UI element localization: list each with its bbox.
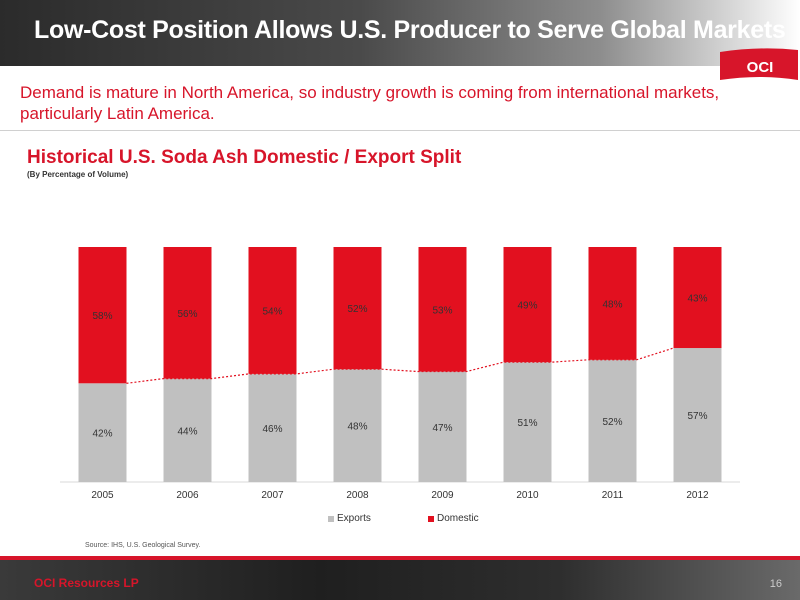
footer-accent-line <box>0 556 800 560</box>
page-number: 16 <box>769 578 782 590</box>
legend-swatch-domestic <box>428 515 434 522</box>
slide-title: Low-Cost Position Allows U.S. Producer t… <box>34 16 786 44</box>
data-label-exports: 46% <box>262 424 282 435</box>
data-label-exports: 47% <box>432 423 452 434</box>
divider <box>0 130 800 131</box>
x-tick-label: 2005 <box>91 490 114 501</box>
bar-domestic <box>248 247 297 374</box>
data-label-domestic: 54% <box>262 306 282 317</box>
bar-domestic <box>78 247 127 384</box>
x-tick-label: 2009 <box>431 490 454 501</box>
data-label-exports: 52% <box>602 417 622 428</box>
data-label-exports: 44% <box>177 426 197 437</box>
chart-subtitle: (By Percentage of Volume) <box>27 170 129 179</box>
data-label-exports: 57% <box>687 411 707 422</box>
footer-bar: OCI Resources LP 16 <box>0 560 800 600</box>
bar-domestic <box>333 247 382 370</box>
data-label-exports: 42% <box>92 429 112 440</box>
data-label-domestic: 58% <box>92 311 112 322</box>
legend-label-exports: Exports <box>337 513 371 524</box>
data-label-exports: 51% <box>517 418 537 429</box>
slide-subtitle: Demand is mature in North America, so in… <box>20 83 720 123</box>
oci-logo: OCI <box>720 46 798 86</box>
bar-exports <box>673 348 722 482</box>
legend-item-domestic: Domestic <box>428 513 479 524</box>
chart-legend: Exports Domestic <box>0 513 800 525</box>
bar-domestic <box>163 247 212 379</box>
x-tick-label: 2012 <box>686 490 709 501</box>
legend-swatch-exports <box>328 515 334 522</box>
x-tick-label: 2010 <box>516 490 539 501</box>
legend-item-exports: Exports <box>328 513 371 524</box>
bar-domestic <box>588 247 637 360</box>
data-label-domestic: 49% <box>517 301 537 312</box>
data-label-domestic: 43% <box>687 294 707 305</box>
logo-text: OCI <box>747 59 774 76</box>
bar-exports <box>248 373 297 482</box>
data-label-domestic: 56% <box>177 309 197 320</box>
bar-exports <box>503 362 552 482</box>
x-tick-label: 2006 <box>176 490 199 501</box>
source-note: Source: IHS, U.S. Geological Survey. <box>85 542 201 549</box>
chart-title: Historical U.S. Soda Ash Domestic / Expo… <box>27 147 462 168</box>
bar-domestic <box>673 247 722 349</box>
data-label-domestic: 52% <box>347 304 367 315</box>
x-tick-label: 2007 <box>261 490 284 501</box>
legend-label-domestic: Domestic <box>437 513 479 524</box>
x-tick-label: 2011 <box>602 490 624 501</box>
bar-exports <box>418 371 467 482</box>
x-tick-label: 2008 <box>346 490 369 501</box>
bar-exports <box>163 378 212 482</box>
bar-domestic <box>418 247 467 372</box>
bar-exports <box>588 359 637 482</box>
data-label-exports: 48% <box>347 422 367 433</box>
data-label-domestic: 53% <box>432 305 452 316</box>
header-bar: Low-Cost Position Allows U.S. Producer t… <box>0 0 800 66</box>
data-label-domestic: 48% <box>602 299 622 310</box>
stacked-bar-chart: 42% 58% 2005 44% 56% 2006 46% 54% 2007 48% 52% 2008… <box>60 247 740 501</box>
bar-exports <box>333 369 382 482</box>
footer-company: OCI Resources LP <box>34 576 139 590</box>
bar-exports <box>78 383 127 482</box>
bar-domestic <box>503 247 552 363</box>
